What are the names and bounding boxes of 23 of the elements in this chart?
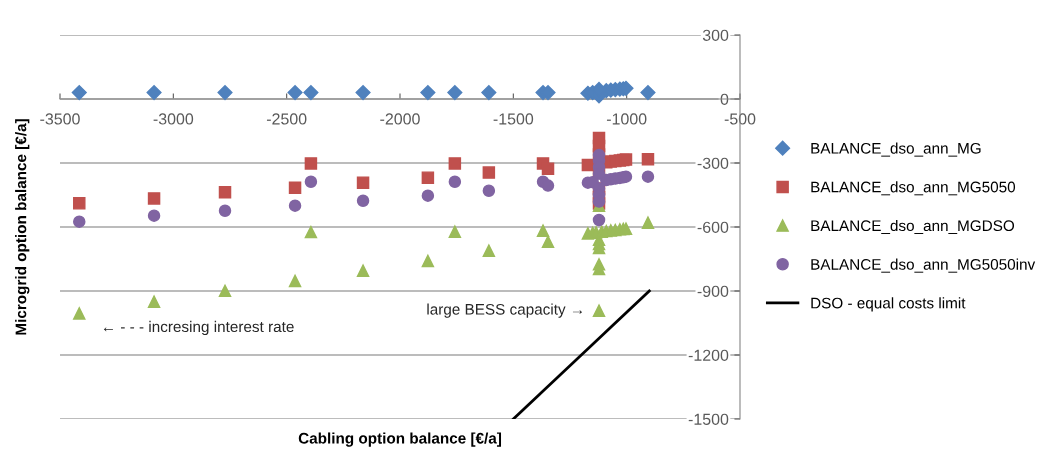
y-tick-label: -1200 [688,349,729,361]
annotation: large BESS capacity → [427,303,583,318]
y-tick-label: -900 [697,285,729,297]
x-tick-label: -500 [724,113,756,125]
y-tick-label: -1500 [688,413,729,425]
x-tick-label: -2000 [380,113,420,125]
y-tick-label: 0 [720,93,729,105]
annotation: ← - - - incresing interest rate [103,320,294,336]
legend-label: BALANCE_dso_ann_MG5050inv [811,258,1036,273]
x-tick-label: -2500 [266,113,307,125]
x-tick-label: -3000 [153,113,194,125]
legend-label: BALANCE_dso_ann_MGDSO [811,219,1015,234]
legend-label: BALANCE_dso_ann_MG5050 [811,181,1016,196]
legend-label: DSO - equal costs limit [811,297,966,312]
legend-label: BALANCE_dso_ann_MG [811,142,981,157]
x-axis-title: Cabling option balance [€/a] [298,432,502,447]
y-axis-title: Microgrid option balance [€/a] [15,119,30,335]
y-tick-label: -600 [697,221,729,233]
x-tick-label: -3500 [40,113,80,125]
y-tick-label: 300 [702,29,729,41]
x-tick-label: -1500 [493,113,534,125]
x-tick-label: -1000 [606,113,647,125]
y-tick-label: -300 [697,157,729,169]
